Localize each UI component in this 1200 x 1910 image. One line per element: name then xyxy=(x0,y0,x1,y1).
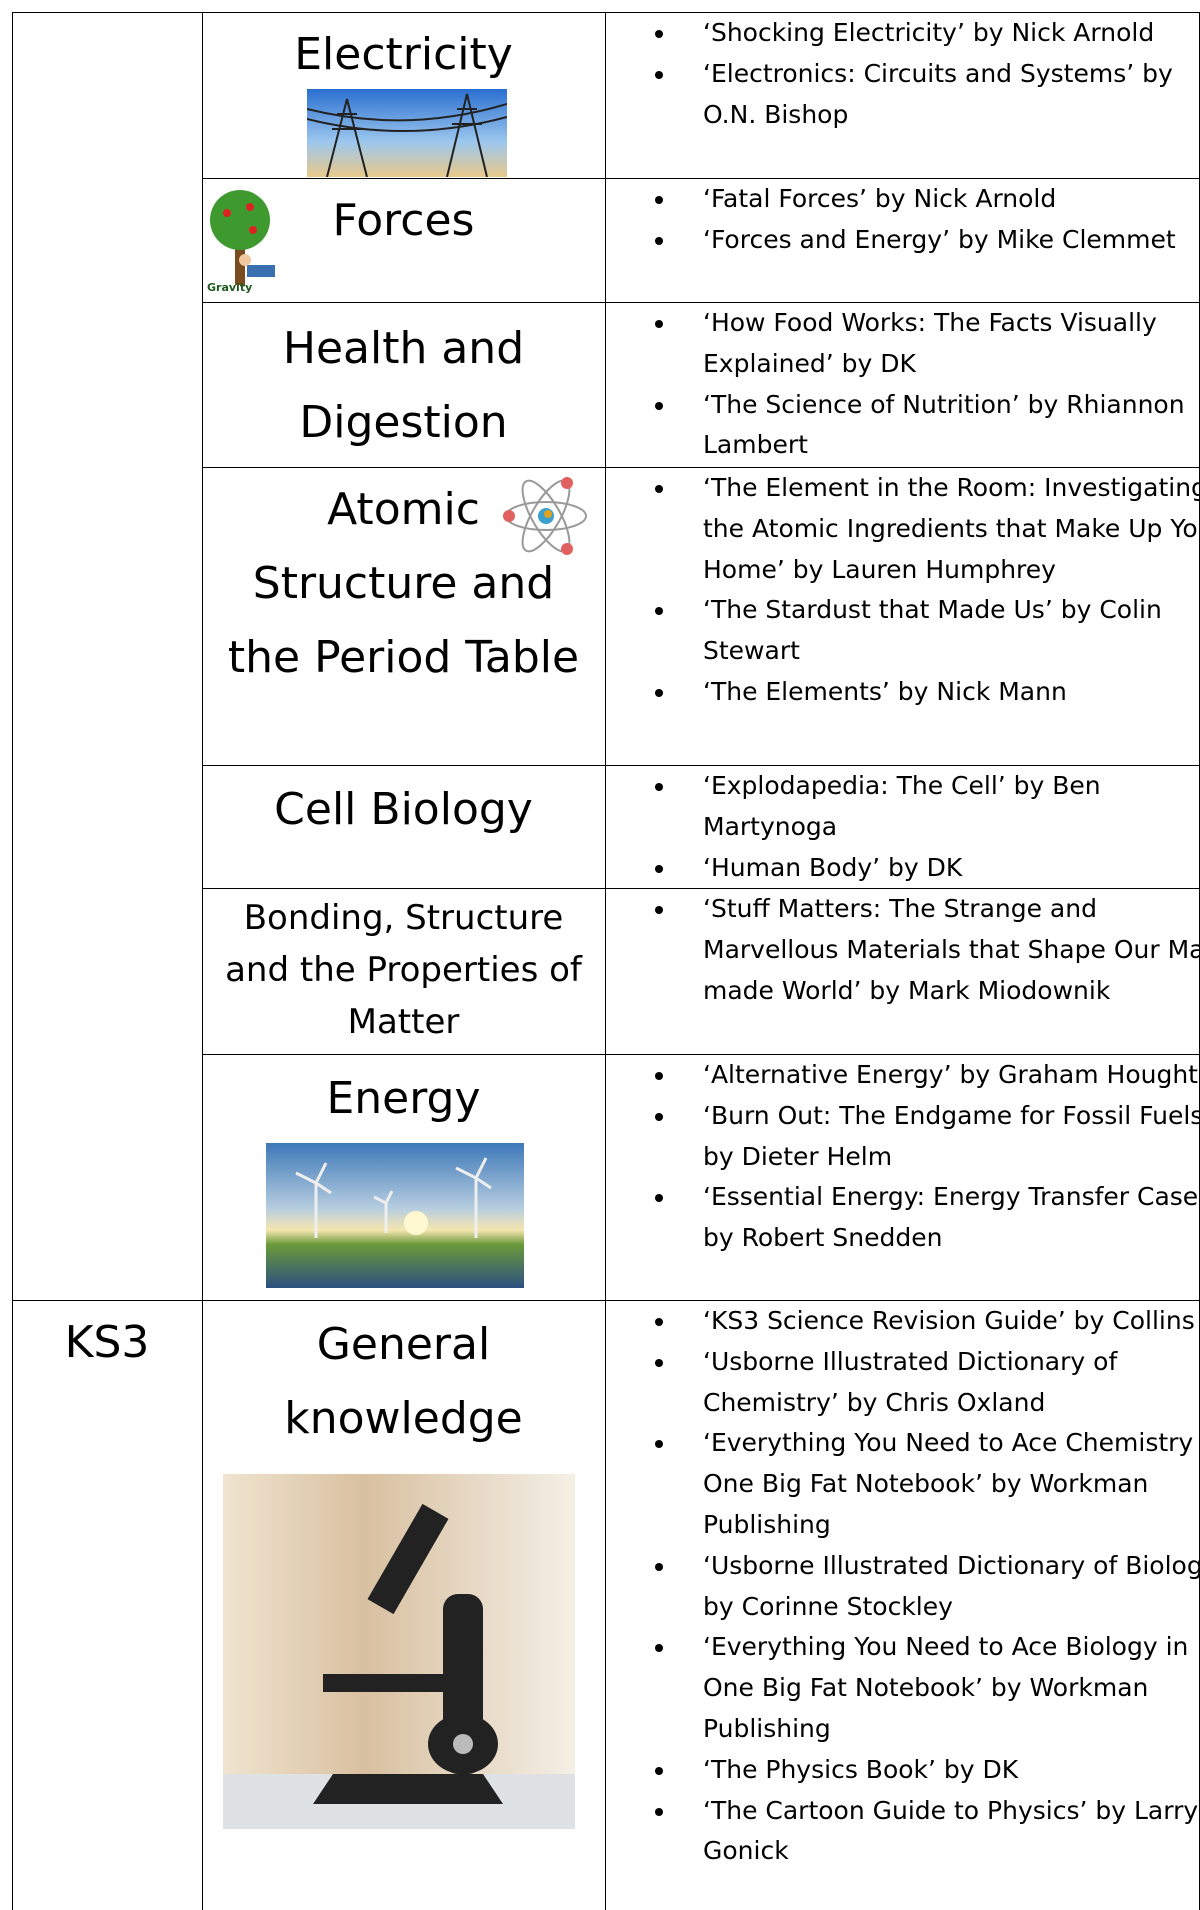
book: ‘Human Body’ by DK xyxy=(677,848,1200,889)
topic: Electricity xyxy=(294,29,513,80)
stage-cell xyxy=(12,12,203,1301)
topic: Health and Digestion xyxy=(282,323,525,448)
pylon-image xyxy=(306,89,508,178)
book-list: ‘KS3 Science Revision Guide’ by Collins‘… xyxy=(635,1301,1200,1872)
book: ‘Everything You Need to Ace Biology in O… xyxy=(677,1627,1200,1749)
renewable-energy-image xyxy=(266,1143,524,1288)
book-list: ‘The Element in the Room: Investigating … xyxy=(635,468,1200,713)
book-list: ‘Explodapedia: The Cell’ by Ben Martynog… xyxy=(635,766,1200,888)
book: ‘Everything You Need to Ace Chemistry in… xyxy=(677,1423,1200,1545)
book: ‘Usborne Illustrated Dictionary of Chemi… xyxy=(677,1342,1200,1424)
book: ‘The Cartoon Guide to Physics’ by Larry … xyxy=(677,1791,1200,1873)
book: ‘Explodapedia: The Cell’ by Ben Martynog… xyxy=(677,766,1200,848)
book: ‘How Food Works: The Facts Visually Expl… xyxy=(677,303,1200,385)
topic: Atomic Structure and the Period Table xyxy=(227,484,580,683)
book: ‘Stuff Matters: The Strange and Marvello… xyxy=(677,889,1200,1011)
book: ‘Usborne Illustrated Dictionary of Biolo… xyxy=(677,1546,1200,1628)
book-list: ‘How Food Works: The Facts Visually Expl… xyxy=(635,303,1200,466)
book: ‘The Stardust that Made Us’ by Colin Ste… xyxy=(677,590,1200,672)
book-list: ‘Alternative Energy’ by Graham Houghton‘… xyxy=(635,1055,1200,1259)
book: ‘The Physics Book’ by DK xyxy=(677,1750,1200,1791)
svg-text:Gravity: Gravity xyxy=(207,281,252,294)
book: ‘Forces and Energy’ by Mike Clemmet xyxy=(677,220,1200,261)
book: ‘Burn Out: The Endgame for Fossil Fuels’… xyxy=(677,1096,1200,1178)
book: ‘Shocking Electricity’ by Nick Arnold xyxy=(677,13,1200,54)
key-stage: KS3 xyxy=(64,1317,150,1368)
topic: Forces xyxy=(332,195,475,246)
book: ‘Alternative Energy’ by Graham Houghton xyxy=(677,1055,1200,1096)
book: ‘Fatal Forces’ by Nick Arnold xyxy=(677,179,1200,220)
book: ‘KS3 Science Revision Guide’ by Collins xyxy=(677,1301,1200,1342)
stage-cell xyxy=(12,1300,203,1910)
book-list: ‘Fatal Forces’ by Nick Arnold‘Forces and… xyxy=(635,179,1200,261)
gravity-image: Gravity xyxy=(205,185,311,296)
book: ‘The Science of Nutrition’ by Rhiannon L… xyxy=(677,385,1200,467)
book-list: ‘Stuff Matters: The Strange and Marvello… xyxy=(635,889,1200,1011)
book: ‘The Element in the Room: Investigating … xyxy=(677,468,1200,590)
microscope-image xyxy=(223,1474,575,1829)
topic: General knowledge xyxy=(284,1319,523,1444)
topic: Cell Biology xyxy=(274,784,533,835)
topic: Energy xyxy=(326,1073,481,1124)
atom-image xyxy=(501,473,591,560)
topic: Bonding, Structure and the Properties of… xyxy=(225,898,582,1042)
book-list: ‘Shocking Electricity’ by Nick Arnold‘El… xyxy=(635,13,1200,135)
book: ‘Essential Energy: Energy Transfer Cased… xyxy=(677,1177,1200,1259)
topic-cell xyxy=(202,12,606,179)
book: ‘The Elements’ by Nick Mann xyxy=(677,672,1200,713)
book: ‘Electronics: Circuits and Systems’ by O… xyxy=(677,54,1200,136)
